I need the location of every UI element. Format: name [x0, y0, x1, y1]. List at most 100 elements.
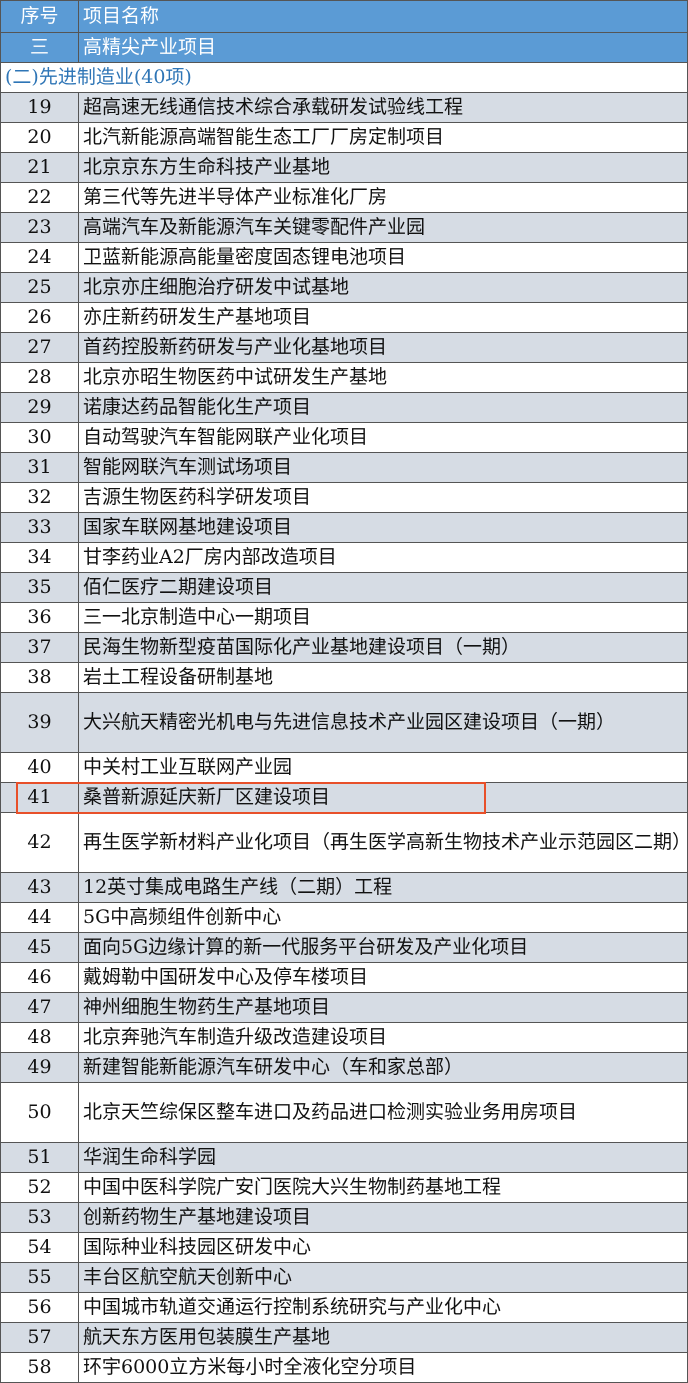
table-row: 54 国际种业科技园区研发中心: [0, 1232, 688, 1263]
table-row: 22 第三代等先进半导体产业标准化厂房: [0, 182, 688, 213]
project-name: 北京亦庄细胞治疗研发中试基地: [78, 272, 688, 303]
project-name: 丰台区航空航天创新中心: [78, 1262, 688, 1293]
row-number: 48: [0, 1022, 79, 1053]
row-number: 28: [0, 362, 79, 393]
table-row: 36 三一北京制造中心一期项目: [0, 602, 688, 633]
row-number: 55: [0, 1262, 79, 1293]
table-row: 33 国家车联网基地建设项目: [0, 512, 688, 543]
project-name: 中国城市轨道交通运行控制系统研究与产业化中心: [78, 1292, 688, 1323]
row-number: 34: [0, 542, 79, 573]
project-name: 中国中医科学院广安门医院大兴生物制药基地工程: [78, 1172, 688, 1203]
project-name: 岩土工程设备研制基地: [78, 662, 688, 693]
table-row: 42 再生医学新材料产业化项目（再生医学高新生物技术产业示范园区二期）: [0, 812, 688, 873]
row-number: 38: [0, 662, 79, 693]
category-row: 三 高精尖产业项目: [0, 32, 688, 63]
project-name: 国际种业科技园区研发中心: [78, 1232, 688, 1263]
table-row: 23 高端汽车及新能源汽车关键零配件产业园: [0, 212, 688, 243]
row-number: 49: [0, 1052, 79, 1083]
table-row: 25 北京亦庄细胞治疗研发中试基地: [0, 272, 688, 303]
row-number: 47: [0, 992, 79, 1023]
table-row: 48 北京奔驰汽车制造升级改造建设项目: [0, 1022, 688, 1053]
row-number: 51: [0, 1142, 79, 1173]
table-row: 27 首药控股新药研发与产业化基地项目: [0, 332, 688, 363]
category-name: 高精尖产业项目: [78, 32, 688, 63]
table-row: 55 丰台区航空航天创新中心: [0, 1262, 688, 1293]
project-name: 三一北京制造中心一期项目: [78, 602, 688, 633]
project-name: 北京京东方生命科技产业基地: [78, 152, 688, 183]
table-row: 21 北京京东方生命科技产业基地: [0, 152, 688, 183]
project-name: 航天东方医用包装膜生产基地: [78, 1322, 688, 1353]
row-number: 25: [0, 272, 79, 303]
table-row: 38 岩土工程设备研制基地: [0, 662, 688, 693]
project-name: 华润生命科学园: [78, 1142, 688, 1173]
row-number: 37: [0, 632, 79, 663]
table-row: 47 神州细胞生物药生产基地项目: [0, 992, 688, 1023]
project-name: 大兴航天精密光机电与先进信息技术产业园区建设项目（一期）: [78, 692, 688, 753]
row-number: 24: [0, 242, 79, 273]
project-name: 甘李药业A2厂房内部改造项目: [78, 542, 688, 573]
project-name: 超高速无线通信技术综合承载研发试验线工程: [78, 92, 688, 123]
table-row: 51 华润生命科学园: [0, 1142, 688, 1173]
project-name: 再生医学新材料产业化项目（再生医学高新生物技术产业示范园区二期）: [78, 812, 688, 873]
row-number: 33: [0, 512, 79, 543]
section-row: (二)先进制造业(40项): [0, 62, 688, 93]
table-row: 24 卫蓝新能源高能量密度固态锂电池项目: [0, 242, 688, 273]
table-row: 19 超高速无线通信技术综合承载研发试验线工程: [0, 92, 688, 123]
project-name: 诺康达药品智能化生产项目: [78, 392, 688, 423]
project-name: 民海生物新型疫苗国际化产业基地建设项目（一期）: [78, 632, 688, 663]
project-name: 环宇6000立方米每小时全液化空分项目: [78, 1352, 688, 1383]
project-name: 面向5G边缘计算的新一代服务平台研发及产业化项目: [78, 932, 688, 963]
row-number: 39: [0, 692, 79, 753]
section-title: (二)先进制造业(40项): [0, 62, 688, 93]
row-number: 35: [0, 572, 79, 603]
row-number: 53: [0, 1202, 79, 1233]
project-name: 国家车联网基地建设项目: [78, 512, 688, 543]
project-name: 自动驾驶汽车智能网联产业化项目: [78, 422, 688, 453]
row-number: 56: [0, 1292, 79, 1323]
row-number: 46: [0, 962, 79, 993]
table-row: 45 面向5G边缘计算的新一代服务平台研发及产业化项目: [0, 932, 688, 963]
row-number: 19: [0, 92, 79, 123]
project-name: 12英寸集成电路生产线（二期）工程: [78, 872, 688, 903]
table-row: 20 北汽新能源高端智能生态工厂厂房定制项目: [0, 122, 688, 153]
header-no: 序号: [0, 0, 79, 33]
project-name: 北汽新能源高端智能生态工厂厂房定制项目: [78, 122, 688, 153]
row-number: 30: [0, 422, 79, 453]
table-header: 序号 项目名称: [0, 0, 688, 33]
row-number: 45: [0, 932, 79, 963]
table-row: 57 航天东方医用包装膜生产基地: [0, 1322, 688, 1353]
table-row: 58 环宇6000立方米每小时全液化空分项目: [0, 1352, 688, 1383]
project-name: 5G中高频组件创新中心: [78, 902, 688, 933]
row-number: 58: [0, 1352, 79, 1383]
project-name: 中关村工业互联网产业园: [78, 752, 688, 783]
table-row: 44 5G中高频组件创新中心: [0, 902, 688, 933]
table-row: 35 佰仁医疗二期建设项目: [0, 572, 688, 603]
table-row: 43 12英寸集成电路生产线（二期）工程: [0, 872, 688, 903]
row-number: 29: [0, 392, 79, 423]
table-row: 30 自动驾驶汽车智能网联产业化项目: [0, 422, 688, 453]
row-number: 26: [0, 302, 79, 333]
row-number: 52: [0, 1172, 79, 1203]
header-name: 项目名称: [78, 0, 688, 33]
project-name: 北京亦昭生物医药中试研发生产基地: [78, 362, 688, 393]
project-name: 高端汽车及新能源汽车关键零配件产业园: [78, 212, 688, 243]
project-name: 北京天竺综保区整车进口及药品进口检测实验业务用房项目: [78, 1082, 688, 1143]
table-row: 41 桑普新源延庆新厂区建设项目: [0, 782, 688, 813]
project-name: 桑普新源延庆新厂区建设项目: [78, 782, 688, 813]
row-number: 42: [0, 812, 79, 873]
row-number: 50: [0, 1082, 79, 1143]
table-row: 32 吉源生物医药科学研发项目: [0, 482, 688, 513]
table-row: 29 诺康达药品智能化生产项目: [0, 392, 688, 423]
table-row: 31 智能网联汽车测试场项目: [0, 452, 688, 483]
table-row: 37 民海生物新型疫苗国际化产业基地建设项目（一期）: [0, 632, 688, 663]
table-row: 49 新建智能新能源汽车研发中心（车和家总部）: [0, 1052, 688, 1083]
row-number: 20: [0, 122, 79, 153]
table-row: 53 创新药物生产基地建设项目: [0, 1202, 688, 1233]
row-number: 40: [0, 752, 79, 783]
row-number: 44: [0, 902, 79, 933]
row-number: 27: [0, 332, 79, 363]
project-name: 第三代等先进半导体产业标准化厂房: [78, 182, 688, 213]
project-name: 卫蓝新能源高能量密度固态锂电池项目: [78, 242, 688, 273]
table-row: 50 北京天竺综保区整车进口及药品进口检测实验业务用房项目: [0, 1082, 688, 1143]
